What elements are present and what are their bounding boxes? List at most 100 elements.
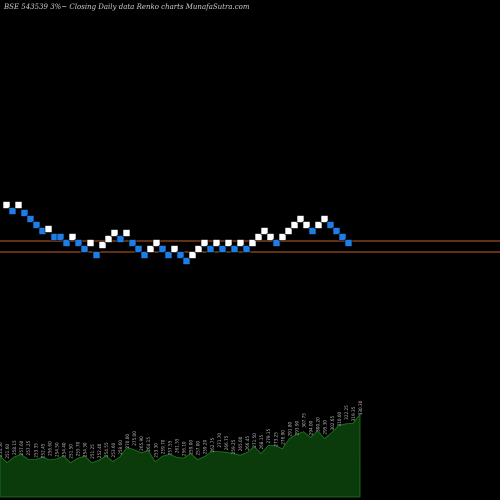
renko-brick-down [182,257,191,265]
renko-brick-up [278,233,287,241]
renko-brick-up [98,241,107,249]
volume-label: 251.25 [90,444,95,459]
renko-brick-up [146,245,155,253]
volume-label: 319.35 [351,406,356,421]
volume-label: 265.90 [139,436,144,451]
renko-brick-down [116,235,125,243]
renko-brick-up [44,225,53,233]
volume-label: 256.10 [182,441,187,456]
renko-brick-up [110,229,119,237]
renko-brick-down [338,233,347,241]
renko-brick-up [68,233,77,241]
volume-label: 266.75 [224,435,229,450]
renko-brick-down [344,239,353,247]
volume-label: 268.15 [259,435,264,450]
renko-brick-up [290,221,299,229]
renko-brick-up [236,239,245,247]
volume-label: 258.60 [118,440,123,455]
renko-brick-up [254,233,263,241]
volume-label: 252.45 [40,443,45,458]
renko-brick-up [86,239,95,247]
volume-label: 253.35 [33,443,38,458]
renko-brick-up [104,235,113,243]
volume-label: 252.40 [97,443,102,458]
volume-label: 264.15 [146,437,151,452]
volume-label: 253.30 [153,443,158,458]
renko-brick-down [272,239,281,247]
renko-brick-up [170,245,179,253]
volume-label: 295.30 [323,420,328,435]
renko-brick-down [164,251,173,259]
volume-label: 307.75 [302,413,307,428]
volume-label: 330.30 [358,400,363,415]
volume-label: 254.55 [104,442,109,457]
renko-brick-down [176,251,185,259]
renko-brick-up [188,251,197,259]
chart-title: BSE 543539 3%~ Closing Daily data Renko … [4,3,250,11]
volume-label: 259.00 [189,440,194,455]
volume-label: 259.70 [160,439,165,454]
renko-brick-down [332,227,341,235]
renko-brick-down [158,245,167,253]
renko-brick-down [8,207,17,215]
renko-brick-down [218,245,227,253]
volume-label: 271.70 [217,433,222,448]
volume-label: 293.90 [294,420,299,435]
volume-label: 262.75 [210,438,215,453]
renko-brick-down [62,239,71,247]
volume-label: 322.25 [344,405,349,420]
renko-brick-down [80,245,89,253]
volume-label: 294.00 [309,420,314,435]
volume-label: 257.25 [26,440,31,455]
renko-brick-down [206,245,215,253]
renko-brick-down [242,245,251,253]
renko-brick-down [92,251,101,259]
renko-brick-down [26,215,35,223]
volume-label: 256.60 [47,441,52,456]
renko-brick-up [248,239,257,247]
volume-label: 255.70 [76,441,81,456]
renko-brick-up [212,239,221,247]
renko-brick-up [2,201,11,209]
renko-brick-up [200,239,209,247]
volume-label: 270.00 [125,434,130,449]
volume-label: 257.60 [19,440,24,455]
renko-brick-down [32,221,41,229]
renko-brick-up [14,201,23,209]
volume-label: 273.25 [273,432,278,447]
renko-brick-up [320,215,329,223]
volume-label: 251.60 [5,444,10,459]
renko-brick-up [122,229,131,237]
volume-label: 310.00 [337,411,342,426]
volume-label: 254.50 [0,442,3,457]
volume-area [0,413,361,498]
renko-brick-up [194,245,203,253]
renko-brick-down [128,239,137,247]
renko-brick-up [302,221,311,229]
volume-label: 259.25 [231,439,236,454]
renko-brick-up [152,239,161,247]
volume-label: 275.00 [132,431,137,446]
renko-brick-up [314,221,323,229]
volume-label: 257.00 [196,441,201,456]
renko-brick-down [230,245,239,253]
volume-label: 279.15 [266,428,271,443]
volume-label: 302.65 [330,416,335,431]
renko-brick-down [56,233,65,241]
volume-label: 254.30 [83,442,88,457]
volume-label: 251.50 [69,444,74,459]
volume-label: 265.00 [238,436,243,451]
volume-label: 300.20 [316,417,321,432]
volume-label: 259.20 [203,439,208,454]
volume-label: 253.60 [111,442,116,457]
volume-label: 291.80 [287,422,292,437]
renko-brick-down [74,239,83,247]
renko-brick-up [296,215,305,223]
volume-label: 257.55 [167,440,172,455]
volume-label: 271.50 [252,433,257,448]
renko-brick-down [326,221,335,229]
volume-label: 254.50 [55,442,60,457]
renko-brick-up [284,227,293,235]
